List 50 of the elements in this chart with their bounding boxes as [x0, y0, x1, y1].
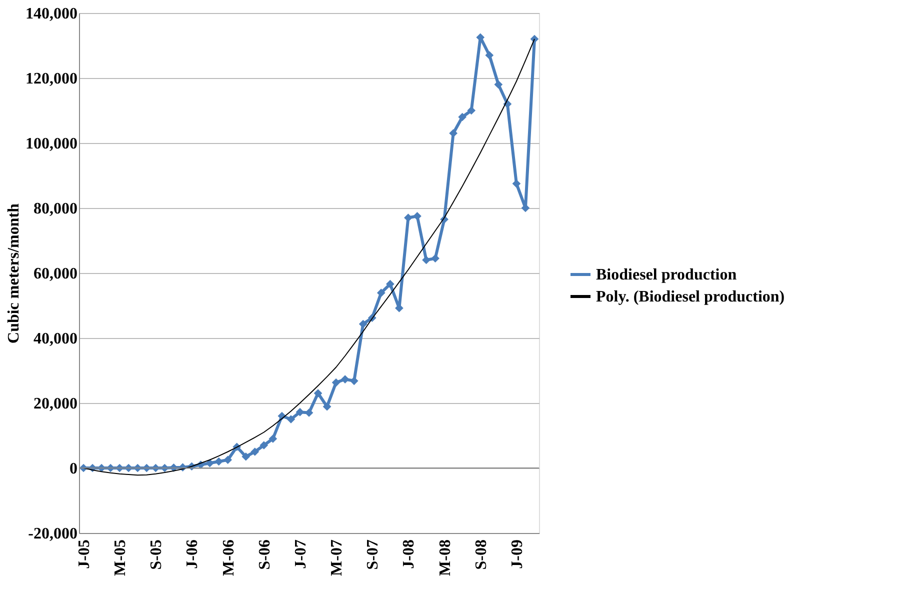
point — [467, 106, 476, 115]
point — [286, 415, 296, 424]
x-tick-label: J-06 — [184, 540, 202, 569]
x-tick-label: M-07 — [328, 540, 346, 576]
y-tick-label: 0 — [70, 460, 78, 478]
point — [268, 434, 278, 443]
legend-label: Biodiesel production — [596, 266, 737, 284]
x-tick-label: J-07 — [292, 540, 310, 569]
point — [386, 280, 394, 288]
point — [224, 456, 232, 464]
point — [431, 254, 440, 263]
x-tick-label: S-06 — [256, 540, 274, 570]
point — [358, 320, 368, 328]
point — [485, 51, 494, 60]
point — [449, 129, 458, 138]
point — [404, 214, 412, 222]
x-tick-label: M-08 — [436, 540, 454, 576]
point — [250, 448, 260, 456]
point — [332, 378, 340, 387]
x-tick-label: M-05 — [112, 540, 130, 576]
point — [422, 256, 430, 264]
point — [494, 80, 503, 89]
y-tick-label: -20,000 — [28, 526, 78, 542]
point — [350, 376, 358, 386]
legend-label: Poly. (Biodiesel production) — [596, 288, 785, 306]
y-tick-label: 100,000 — [26, 136, 78, 152]
point — [322, 402, 332, 411]
x-tick-label: J-08 — [400, 540, 418, 569]
y-tick-label: 20,000 — [34, 396, 78, 412]
x-tick-label: J-05 — [76, 540, 94, 569]
x-tick-label: S-08 — [472, 540, 490, 570]
point — [458, 112, 467, 122]
x-tick-label: S-07 — [364, 540, 382, 570]
x-tick-label: J-09 — [508, 540, 526, 569]
y-tick-label: 60,000 — [34, 266, 78, 282]
point — [214, 457, 223, 466]
x-tick-label: M-06 — [220, 540, 238, 576]
point — [242, 452, 250, 461]
y-tick-label: 120,000 — [26, 70, 78, 88]
y-axis-title: Cubic meters/month — [6, 203, 22, 344]
point — [260, 441, 268, 450]
point — [340, 375, 350, 384]
x-tick-label: S-05 — [148, 540, 166, 570]
point — [314, 389, 322, 398]
point — [376, 288, 386, 298]
point — [206, 458, 214, 468]
point — [413, 212, 422, 220]
y-tick-label: 140,000 — [26, 6, 78, 22]
y-tick-label: 40,000 — [34, 330, 78, 348]
y-tick-label: 80,000 — [34, 200, 78, 218]
